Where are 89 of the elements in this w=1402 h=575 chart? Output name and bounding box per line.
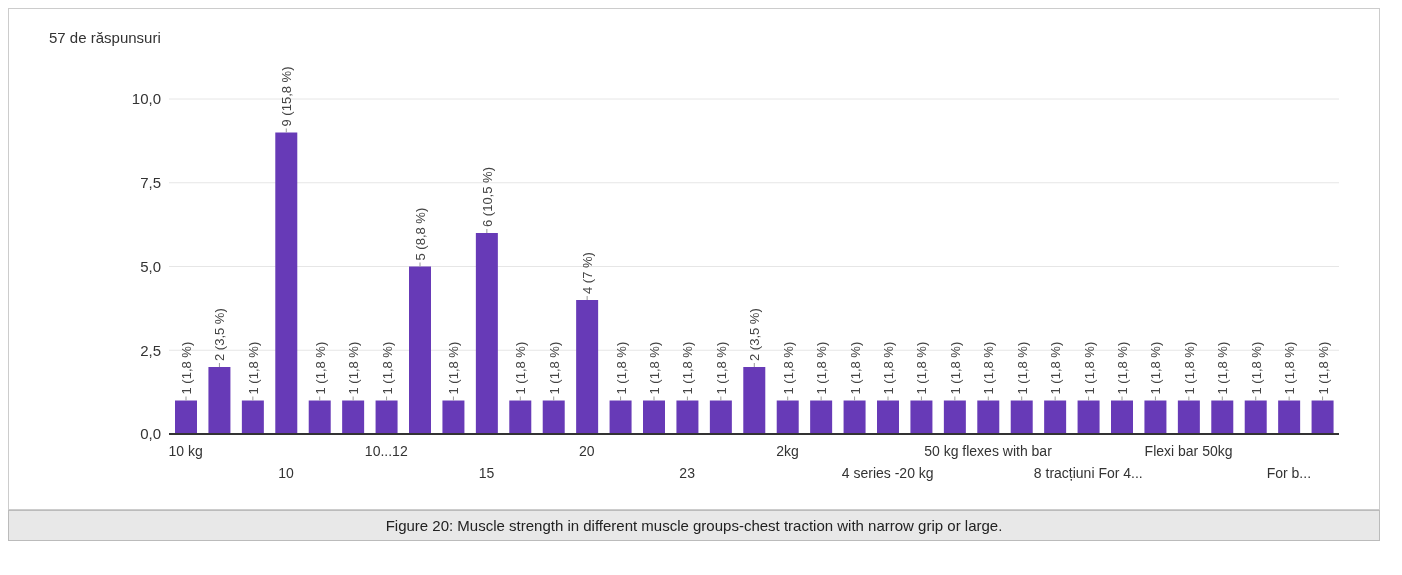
data-label: 1 (1,8 %) xyxy=(914,341,930,395)
data-label: 1 (1,8 %) xyxy=(446,341,462,395)
bar xyxy=(308,400,331,434)
bar xyxy=(1278,400,1301,434)
bar xyxy=(375,400,398,434)
x-tick-label: 15 xyxy=(478,465,495,481)
chart-title: 57 de răspunsuri xyxy=(49,29,161,46)
data-label: 1 (1,8 %) xyxy=(546,341,562,395)
bar xyxy=(609,400,632,434)
bar xyxy=(342,400,365,434)
data-label: 1 (1,8 %) xyxy=(814,341,830,395)
data-label: 1 (1,8 %) xyxy=(245,341,261,395)
x-tick-label: 10...12 xyxy=(364,443,408,459)
data-label: 1 (1,8 %) xyxy=(513,341,529,395)
bar xyxy=(275,132,298,434)
bar xyxy=(1144,400,1167,434)
bar xyxy=(743,367,766,434)
x-tick-label: 8 tracțiuni For 4... xyxy=(1033,465,1143,481)
bar xyxy=(542,400,565,434)
bar xyxy=(1077,400,1100,434)
data-label: 1 (1,8 %) xyxy=(947,341,963,395)
data-label: 1 (1,8 %) xyxy=(847,341,863,395)
bar xyxy=(1211,400,1234,434)
bar xyxy=(175,400,197,434)
data-label: 6 (10,5 %) xyxy=(479,167,495,227)
data-label: 1 (1,8 %) xyxy=(613,341,629,395)
data-label: 2 (3,5 %) xyxy=(747,308,763,361)
bar xyxy=(910,400,933,434)
data-label: 1 (1,8 %) xyxy=(346,341,362,395)
bar xyxy=(943,400,966,434)
bar xyxy=(1311,400,1334,434)
data-label: 1 (1,8 %) xyxy=(1081,341,1097,395)
bar xyxy=(1177,400,1200,434)
bar xyxy=(1044,400,1067,434)
data-label: 1 (1,8 %) xyxy=(981,341,997,395)
y-tick-label: 5,0 xyxy=(140,257,161,275)
data-label: 5 (8,8 %) xyxy=(413,207,428,261)
bar xyxy=(208,367,231,434)
bar xyxy=(1111,400,1133,434)
bar xyxy=(475,233,498,434)
bar xyxy=(676,400,699,434)
data-label: 9 (15,8 %) xyxy=(279,66,295,127)
y-tick-label: 10,0 xyxy=(131,90,161,108)
data-label: 1 (1,8 %) xyxy=(647,341,662,395)
data-label: 1 (1,8 %) xyxy=(1048,341,1064,395)
bar xyxy=(442,400,465,434)
bar xyxy=(810,400,833,434)
bar xyxy=(241,400,264,434)
data-label: 1 (1,8 %) xyxy=(379,341,395,395)
data-label: 1 (1,8 %) xyxy=(1282,341,1298,395)
x-tick-label: Flexi bar 50kg xyxy=(1144,443,1233,459)
data-label: 1 (1,8 %) xyxy=(1115,341,1130,395)
x-tick-label: 10 xyxy=(278,465,294,481)
data-label: 1 (1,8 %) xyxy=(1315,341,1331,395)
data-label: 1 (1,8 %) xyxy=(179,341,194,395)
bar xyxy=(709,400,732,434)
data-label: 4 (7 %) xyxy=(580,252,596,294)
data-label: 1 (1,8 %) xyxy=(680,341,696,395)
bar xyxy=(1010,400,1033,434)
x-tick-label: 50 kg flexes with bar xyxy=(924,443,1053,459)
bar xyxy=(509,400,532,434)
bar xyxy=(576,300,599,434)
x-tick-label: 4 series -20 kg xyxy=(841,465,934,481)
data-label: 1 (1,8 %) xyxy=(1014,341,1030,395)
data-label: 1 (1,8 %) xyxy=(312,341,328,395)
bar xyxy=(843,400,866,434)
bar xyxy=(1244,400,1267,434)
y-tick-label: 7,5 xyxy=(140,174,161,192)
data-label: 1 (1,8 %) xyxy=(881,341,896,395)
caption: Figure 20: Muscle strength in different muscle groups-chest traction with narrow grip or large. xyxy=(8,510,1380,541)
data-label: 1 (1,8 %) xyxy=(1248,341,1264,395)
x-tick-label: 23 xyxy=(679,465,696,481)
x-tick-label: 10 kg xyxy=(168,443,203,459)
x-tick-label: 20 xyxy=(579,443,595,459)
y-tick-label: 0,0 xyxy=(140,425,161,443)
data-label: 1 (1,8 %) xyxy=(1215,341,1231,395)
data-label: 1 (1,8 %) xyxy=(713,341,729,395)
y-tick-label: 2,5 xyxy=(140,341,161,359)
bar xyxy=(776,400,799,434)
data-label: 1 (1,8 %) xyxy=(1181,341,1197,395)
x-tick-label: 2kg xyxy=(776,443,799,459)
bar xyxy=(409,266,431,434)
data-label: 1 (1,8 %) xyxy=(780,341,796,395)
bar xyxy=(977,400,1000,434)
data-label: 1 (1,8 %) xyxy=(1148,341,1164,395)
bar xyxy=(877,400,899,434)
data-label: 2 (3,5 %) xyxy=(212,308,228,361)
bar xyxy=(643,400,665,434)
x-tick-label: For b... xyxy=(1266,465,1312,481)
